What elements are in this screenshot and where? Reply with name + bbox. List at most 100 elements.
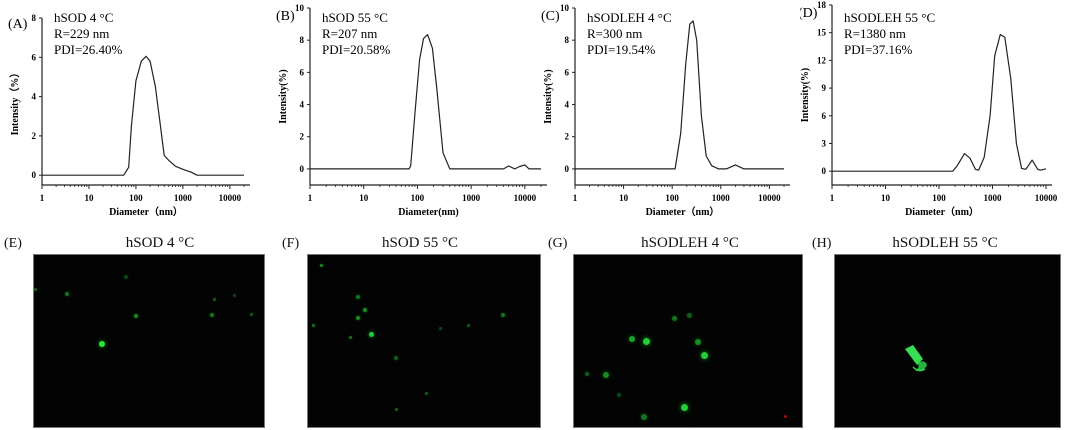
panel-label: (F) xyxy=(282,236,300,251)
fluorescent-particle xyxy=(603,372,609,378)
y-tick-label: 4 xyxy=(300,100,305,110)
y-tick-label: 9 xyxy=(822,83,827,93)
fluorescent-particle xyxy=(617,393,621,397)
y-tick-label: 2 xyxy=(565,132,570,142)
fluorescent-particle xyxy=(629,336,635,342)
y-tick-label: 8 xyxy=(32,13,37,23)
y-tick-label: 6 xyxy=(300,67,305,77)
radius-value: R=229 nm xyxy=(54,26,109,41)
panel-label: (H) xyxy=(812,236,832,251)
y-tick-label: 0 xyxy=(822,166,827,176)
fluorescent-particle xyxy=(686,312,692,318)
x-tick-label: 1 xyxy=(308,193,313,203)
size-distribution-curve xyxy=(310,33,541,170)
y-tick-label: 4 xyxy=(32,92,37,102)
fluorescent-particle xyxy=(311,323,315,327)
x-axis-label: Diameter(nm) xyxy=(398,207,459,218)
pdi-value: PDI=20.58% xyxy=(322,42,391,57)
x-tick-label: 100 xyxy=(411,193,425,203)
size-distribution-curve xyxy=(832,33,1047,172)
x-axis-label: Diameter（nm） xyxy=(905,205,979,218)
y-tick-label: 6 xyxy=(32,52,37,62)
fluorescent-particle xyxy=(319,263,323,267)
fluorescent-particle xyxy=(641,414,647,420)
fluorescent-particle xyxy=(249,312,253,316)
sample-name: hSOD 4 °C xyxy=(54,10,113,25)
y-axis-label: Intensity(%) xyxy=(800,68,811,122)
y-tick-label: 0 xyxy=(300,164,305,174)
fluorescent-particle xyxy=(424,391,428,395)
x-tick-label: 10000 xyxy=(758,193,781,203)
y-axis-label: Intensity（%） xyxy=(8,68,21,136)
pdi-value: PDI=19.54% xyxy=(587,42,656,57)
panel-label: (G) xyxy=(548,236,568,251)
y-tick-label: 0 xyxy=(565,164,570,174)
size-distribution-curve xyxy=(42,55,244,176)
x-tick-label: 1 xyxy=(40,193,45,203)
x-tick-label: 1000 xyxy=(712,193,731,203)
fluorescent-particle xyxy=(466,323,470,327)
fluorescent-particle xyxy=(692,428,697,429)
sample-name: hSOD 55 °C xyxy=(322,10,388,25)
x-tick-label: 10000 xyxy=(219,193,242,203)
fluorescence-micrograph xyxy=(573,254,803,428)
fluorescent-particle xyxy=(368,331,374,337)
panel-label: (E) xyxy=(4,236,22,251)
fluorescent-particle xyxy=(34,287,37,291)
pdi-value: PDI=37.16% xyxy=(844,42,913,57)
x-axis-label: Diameter（nm） xyxy=(646,205,720,218)
panel-label: (A) xyxy=(8,17,28,32)
dls-chart-b: 0 2 4 6 8 10 1 10 100 1000 10000 (B) hSOD 55 °C R=207… xyxy=(265,0,550,222)
y-tick-label: 2 xyxy=(32,131,37,141)
fluorescent-particle xyxy=(356,295,360,299)
y-tick-label: 6 xyxy=(822,111,827,121)
fluorescent-particle xyxy=(212,297,216,301)
x-tick-label: 1000 xyxy=(174,193,193,203)
dls-chart-a: 0 2 4 6 8 1 10 100 1000 10000 (A) hSOD 4 °C R=229 nm… xyxy=(0,0,270,222)
radius-value: R=207 nm xyxy=(322,26,377,41)
fluorescent-particle xyxy=(438,326,442,330)
x-tick-label: 100 xyxy=(932,193,946,203)
fluorescence-micrograph xyxy=(834,254,1061,428)
micrograph-title: hSODLEH 55 °C xyxy=(892,235,998,251)
x-tick-label: 10000 xyxy=(1035,193,1058,203)
y-tick-label: 3 xyxy=(822,138,827,148)
fluorescent-particle xyxy=(671,315,677,321)
y-tick-label: 15 xyxy=(817,28,827,38)
fluorescence-micrograph xyxy=(33,254,265,428)
fluorescent-particle xyxy=(363,308,367,312)
x-tick-label: 10 xyxy=(359,193,369,203)
fluorescent-particle xyxy=(394,356,398,360)
red-speck xyxy=(784,415,787,418)
x-tick-label: 1000 xyxy=(984,193,1003,203)
x-tick-label: 10 xyxy=(619,193,629,203)
fluorescent-particle xyxy=(642,337,650,345)
protein-aggregate xyxy=(905,345,927,372)
fluorescent-particle xyxy=(124,275,128,279)
pdi-value: PDI=26.40% xyxy=(54,42,123,57)
micrograph-title: hSODLEH 4 °C xyxy=(641,235,739,251)
panel-label: (B) xyxy=(276,9,295,24)
x-tick-label: 1 xyxy=(830,193,835,203)
radius-value: R=300 nm xyxy=(587,26,642,41)
radius-value: R=1380 nm xyxy=(844,26,906,41)
fluorescent-particle xyxy=(394,407,398,411)
y-tick-label: 6 xyxy=(565,67,570,77)
fluorescent-particle xyxy=(210,313,214,317)
fluorescent-particle xyxy=(65,292,69,296)
sample-name: hSODLEH 4 °C xyxy=(587,10,672,25)
size-distribution-curve xyxy=(575,20,784,170)
y-tick-label: 2 xyxy=(300,132,305,142)
dls-chart-c: 0 2 4 6 8 10 1 10 100 1000 10000 (C) hSODLEH 4 °C R=3… xyxy=(535,0,810,222)
y-tick-label: 8 xyxy=(565,35,570,45)
fluorescent-particle xyxy=(348,335,352,339)
micrograph-title: hSOD 55 °C xyxy=(381,235,458,251)
y-tick-label: 12 xyxy=(817,55,827,65)
y-tick-label: 0 xyxy=(32,170,37,180)
x-tick-label: 10 xyxy=(84,193,94,203)
fluorescent-particle xyxy=(680,403,688,411)
panel-label: (C) xyxy=(541,9,560,24)
x-tick-label: 100 xyxy=(129,193,143,203)
fluorescent-particle xyxy=(232,293,236,297)
x-tick-label: 1 xyxy=(573,193,578,203)
